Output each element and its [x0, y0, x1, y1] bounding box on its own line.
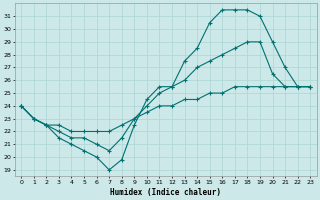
X-axis label: Humidex (Indice chaleur): Humidex (Indice chaleur) — [110, 188, 221, 197]
